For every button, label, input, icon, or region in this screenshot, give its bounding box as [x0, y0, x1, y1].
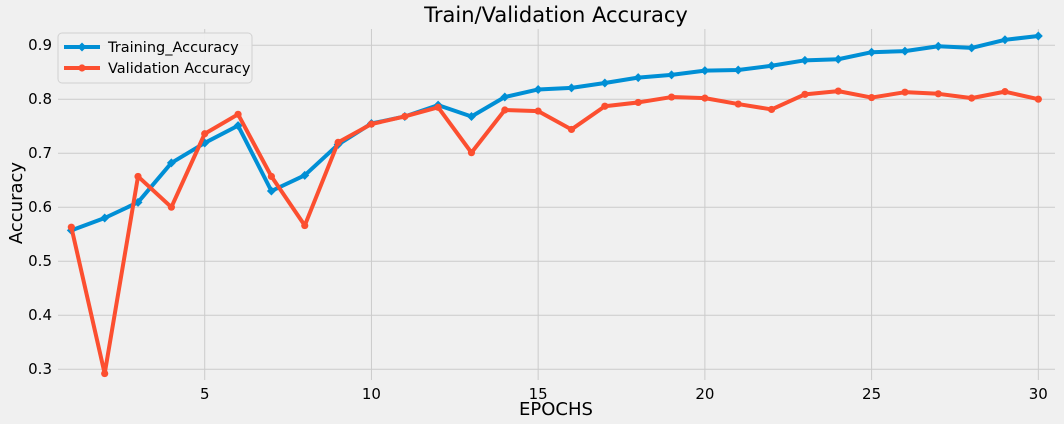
- training-data-point: [166, 158, 176, 168]
- legend-label-training: Training_Accuracy: [107, 40, 239, 56]
- validation-data-point: [567, 125, 576, 134]
- training-data-point: [533, 84, 543, 94]
- validation-data-point: [534, 107, 542, 115]
- validation-data-point: [234, 110, 242, 118]
- training-data-point: [667, 70, 677, 80]
- legend-marker-validation: [78, 64, 86, 72]
- x-tick-labels: 5 10 15 20 25 30: [200, 385, 1048, 403]
- validation-data-point: [134, 172, 142, 181]
- training-accuracy-line: [69, 34, 1041, 233]
- validation-data-point: [601, 102, 609, 110]
- x-tick-label: 30: [1029, 385, 1048, 403]
- validation-accuracy-line: [69, 89, 1041, 376]
- x-tick-label: 15: [529, 385, 548, 403]
- x-tick-label: 25: [862, 385, 881, 403]
- training-data-point: [466, 111, 476, 121]
- y-tick-label: 0.8: [28, 90, 52, 108]
- validation-data-point: [934, 90, 942, 98]
- training-data-point: [633, 73, 643, 83]
- validation-data-point: [67, 223, 75, 231]
- y-tick-label: 0.6: [28, 198, 52, 216]
- x-tick-label: 20: [695, 385, 714, 403]
- training-data-point: [266, 186, 276, 196]
- validation-data-point: [801, 90, 809, 98]
- training-data-point: [733, 65, 743, 75]
- validation-data-point: [334, 138, 342, 146]
- training-data-point: [1033, 31, 1043, 41]
- y-axis-title: Accuracy: [6, 162, 27, 245]
- training-data-point: [800, 55, 810, 65]
- training-data-point: [100, 213, 110, 223]
- training-data-point: [600, 78, 610, 88]
- validation-data-point: [101, 369, 109, 378]
- y-tick-label: 0.4: [28, 306, 52, 324]
- y-tick-label: 0.9: [28, 36, 52, 54]
- training-data-point: [900, 46, 910, 56]
- y-tick-label: 0.7: [28, 144, 52, 162]
- training-data-point: [1000, 35, 1010, 45]
- x-tick-label: 10: [362, 385, 381, 403]
- training-data-point: [700, 66, 710, 76]
- legend: Training_Accuracy Validation Accuracy: [57, 32, 253, 84]
- validation-data-point: [401, 112, 409, 121]
- validation-data-point: [667, 93, 676, 101]
- y-tick-labels: 0.3 0.4 0.5 0.6 0.7 0.8 0.9: [28, 36, 52, 378]
- validation-data-point: [968, 94, 976, 102]
- validation-data-point: [467, 149, 476, 157]
- legend-marker-training: [77, 42, 87, 52]
- x-tick-label: 5: [200, 385, 210, 403]
- legend-box: [57, 32, 253, 84]
- training-data-point: [967, 43, 977, 53]
- validation-data-point: [201, 130, 209, 138]
- legend-label-validation: Validation Accuracy: [108, 61, 251, 77]
- training-data-point: [300, 170, 310, 180]
- validation-data-point: [1001, 88, 1009, 96]
- validation-data-point: [901, 88, 909, 96]
- validation-data-point: [434, 103, 442, 111]
- validation-data-point: [734, 100, 742, 108]
- validation-data-point: [767, 105, 776, 114]
- y-tick-label: 0.3: [28, 360, 52, 378]
- validation-data-point: [701, 94, 709, 102]
- validation-data-point: [1034, 95, 1042, 103]
- validation-data-point: [834, 87, 842, 95]
- validation-data-point: [167, 203, 175, 211]
- training-data-point: [233, 121, 243, 131]
- training-data-point: [767, 61, 777, 71]
- training-data-point: [500, 92, 510, 102]
- x-axis-title: EPOCHS: [519, 399, 593, 420]
- training-data-point: [833, 54, 843, 64]
- y-tick-label: 0.5: [28, 252, 52, 270]
- training-data-point: [567, 83, 577, 93]
- validation-data-point: [301, 221, 309, 230]
- validation-data-point: [501, 106, 509, 114]
- validation-data-point: [367, 120, 376, 128]
- chart-title: Train/Validation Accuracy: [423, 3, 688, 27]
- training-data-point: [933, 41, 943, 51]
- validation-data-point: [267, 172, 276, 181]
- series-group: [66, 31, 1043, 378]
- validation-data-point: [634, 98, 642, 107]
- training-data-point: [867, 47, 877, 57]
- validation-data-point: [868, 93, 876, 102]
